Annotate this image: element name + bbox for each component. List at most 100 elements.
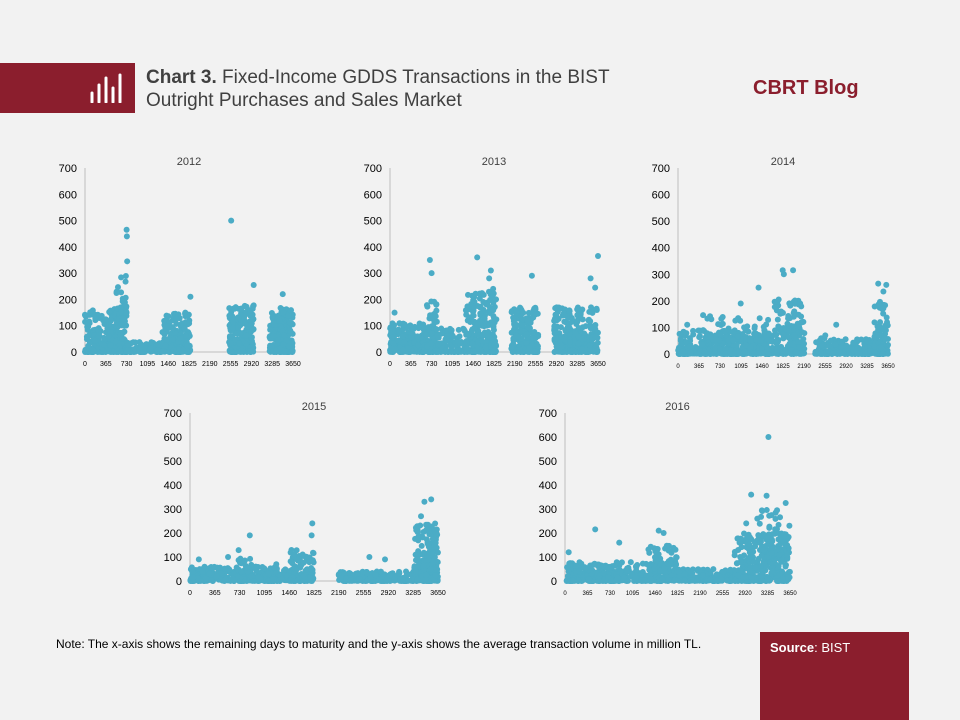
data-point	[875, 326, 882, 333]
data-point	[535, 331, 542, 338]
data-point	[771, 303, 778, 310]
data-point	[235, 557, 242, 564]
data-point	[267, 326, 274, 333]
data-point	[112, 338, 119, 345]
data-point	[553, 343, 560, 350]
y-tick-label: 700	[164, 408, 182, 420]
data-point	[238, 568, 245, 575]
data-point	[288, 577, 295, 584]
data-point	[448, 343, 455, 350]
data-point	[186, 320, 193, 327]
data-point	[554, 323, 561, 330]
data-point	[752, 564, 759, 571]
data-point	[752, 330, 759, 337]
data-point	[226, 333, 233, 340]
y-tick-label: 0	[551, 576, 557, 588]
y-tick-label: 700	[59, 163, 77, 175]
data-point	[567, 320, 574, 327]
data-point	[517, 304, 524, 311]
data-point	[686, 335, 693, 342]
data-point	[102, 316, 109, 323]
data-point	[667, 556, 674, 563]
data-point	[769, 568, 776, 575]
data-point	[600, 570, 607, 577]
y-tick-label: 500	[652, 216, 670, 228]
data-point	[247, 555, 254, 562]
data-point	[713, 571, 720, 578]
data-point	[123, 309, 130, 316]
y-tick-label: 500	[364, 216, 382, 228]
y-tick-label: 400	[59, 242, 77, 254]
data-point	[532, 311, 539, 318]
data-point	[432, 313, 439, 320]
data-point	[766, 331, 773, 338]
data-point	[530, 334, 537, 341]
data-point	[176, 346, 183, 353]
data-point	[100, 341, 107, 348]
data-point	[255, 574, 262, 581]
data-point	[86, 318, 93, 325]
data-point	[593, 305, 600, 312]
x-tick-label: 2555	[528, 361, 544, 368]
data-point	[489, 306, 496, 313]
y-tick-label: 0	[664, 349, 670, 361]
data-point	[216, 565, 223, 572]
data-point	[414, 576, 421, 583]
data-point	[513, 322, 520, 329]
data-point	[784, 535, 791, 542]
data-point	[415, 325, 422, 332]
data-point	[747, 344, 754, 351]
x-tick-label: 365	[405, 361, 417, 368]
x-tick-label: 365	[209, 590, 221, 597]
data-point	[780, 271, 787, 278]
data-point	[799, 319, 806, 326]
data-point	[421, 498, 428, 505]
data-point	[422, 576, 429, 583]
data-point	[229, 575, 236, 582]
y-tick-label: 500	[164, 456, 182, 468]
data-point	[881, 334, 888, 341]
data-point	[117, 331, 124, 338]
x-tick-label: 0	[188, 590, 192, 597]
data-point	[785, 334, 792, 341]
data-point	[118, 289, 125, 296]
data-point	[279, 291, 286, 298]
data-point	[154, 347, 161, 354]
data-point	[434, 332, 441, 339]
data-point	[582, 323, 589, 330]
data-point	[122, 272, 129, 279]
data-point	[243, 303, 250, 310]
x-tick-label: 1095	[734, 364, 748, 370]
y-tick-label: 300	[364, 268, 382, 280]
y-tick-label: 500	[59, 216, 77, 228]
data-point	[690, 577, 697, 584]
data-point	[470, 297, 477, 304]
x-tick-label: 1095	[257, 590, 273, 597]
data-point	[211, 563, 218, 570]
data-point	[114, 284, 121, 291]
data-point	[676, 569, 683, 576]
data-point	[673, 554, 680, 561]
chart-number: Chart 3.	[146, 67, 217, 88]
data-point	[696, 334, 703, 341]
data-point	[299, 551, 306, 558]
data-point	[733, 342, 740, 349]
y-tick-label: 200	[164, 528, 182, 540]
data-point	[434, 549, 441, 556]
data-point	[707, 334, 714, 341]
data-point	[701, 348, 708, 355]
x-tick-label: 2920	[738, 591, 752, 597]
data-point	[428, 298, 435, 305]
data-point	[366, 554, 373, 560]
data-point	[478, 338, 485, 345]
data-point	[706, 577, 713, 584]
data-point	[273, 561, 280, 568]
data-point	[581, 564, 588, 571]
data-point	[855, 344, 862, 351]
data-point	[829, 350, 836, 357]
data-point	[100, 348, 107, 355]
data-point	[138, 341, 145, 348]
data-point	[658, 559, 665, 566]
data-point	[574, 306, 581, 313]
x-tick-label: 365	[582, 591, 593, 597]
